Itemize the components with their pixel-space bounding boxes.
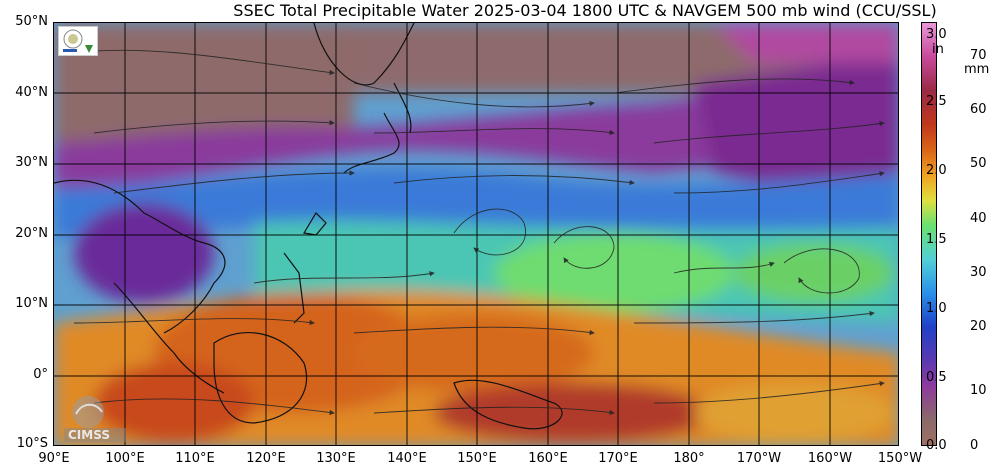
colorbar-mm-tick: 50 (970, 156, 987, 171)
colorbar-inch-tick: 1.0 (926, 301, 947, 316)
colorbar-mm-tick: 20 (970, 319, 987, 334)
lon-label: 170°E (598, 451, 638, 466)
lon-label: 130°E (316, 451, 356, 466)
colorbar-inch-tick: 2.5 (926, 94, 947, 109)
lon-label: 110°E (175, 451, 215, 466)
colorbar-mm-tick: 30 (970, 265, 987, 280)
tpw-colorbar (921, 22, 937, 446)
lon-label: 160°E (528, 451, 568, 466)
colorbar-mm-tick: 40 (970, 211, 987, 226)
colorbar-inch-unit: in (932, 42, 944, 57)
colorbar-mm-tick: 10 (970, 383, 987, 398)
lon-label: 150°W (877, 451, 923, 466)
ssec-logo (58, 26, 98, 56)
lat-label: 40°N (15, 85, 48, 100)
lon-label: 120°E (246, 451, 286, 466)
lat-label: 0° (33, 367, 48, 382)
lat-label: 50°N (15, 14, 48, 29)
colorbar-mm-unit: mm (964, 62, 990, 77)
lon-label: 100°E (105, 451, 145, 466)
colorbar-inch-tick: 1.5 (926, 232, 947, 247)
colorbar-inch-tick: 0.0 (926, 438, 947, 453)
colorbar-inch-tick: 3.0 (926, 27, 947, 42)
lon-label: 160°W (807, 451, 853, 466)
map-title: SSEC Total Precipitable Water 2025-03-04… (233, 1, 937, 20)
lon-label: 170°W (736, 451, 782, 466)
cimss-logo-text: CIMSS (68, 428, 110, 442)
tpw-map[interactable] (53, 22, 899, 446)
lon-label: 140°E (387, 451, 427, 466)
lat-label: 20°N (15, 226, 48, 241)
lat-label: 10°N (15, 296, 48, 311)
lon-label: 90°E (38, 451, 70, 466)
colorbar-inch-tick: 0.5 (926, 370, 947, 385)
colorbar-mm-tick: 70 (970, 48, 987, 63)
lon-label: 180° (673, 451, 705, 466)
lon-label: 150°E (457, 451, 497, 466)
lat-label: 30°N (15, 155, 48, 170)
colorbar-mm-tick: 60 (970, 102, 987, 117)
tpw-field (54, 23, 898, 445)
lat-label: 10°S (16, 436, 48, 451)
cimss-logo: CIMSS (60, 390, 130, 444)
colorbar-inch-tick: 2.0 (926, 163, 947, 178)
colorbar-mm-tick: 0 (970, 438, 979, 453)
